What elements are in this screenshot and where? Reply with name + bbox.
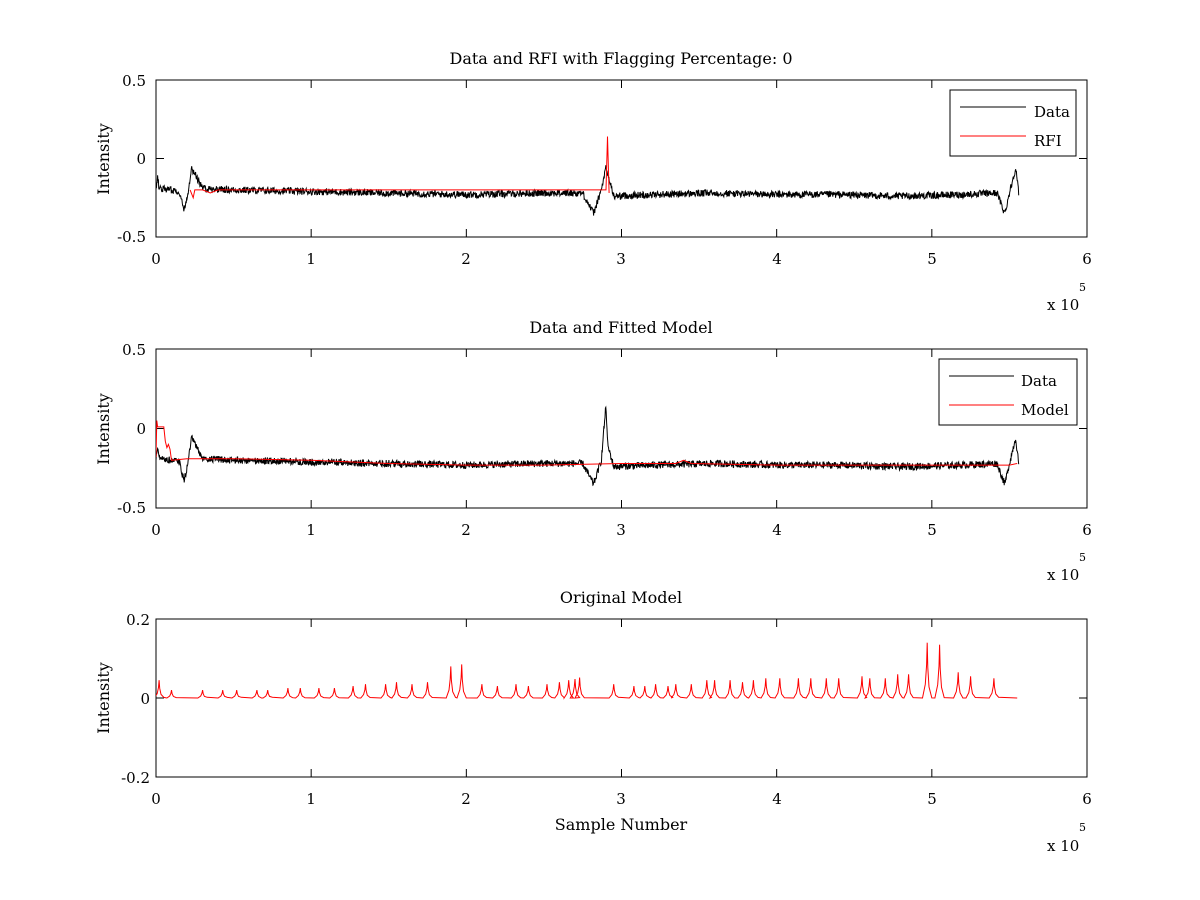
x-tick-label: 1 xyxy=(306,521,316,539)
x-tick-label: 6 xyxy=(1082,250,1092,268)
x-tick-label: 2 xyxy=(461,250,471,268)
x-tick-label: 4 xyxy=(772,250,782,268)
series-data-line xyxy=(156,164,1020,216)
legend-label-model: Model xyxy=(1021,401,1069,419)
x-tick-label: 6 xyxy=(1082,521,1092,539)
panel-data-rfi: Data and RFI with Flagging Percentage: 0… xyxy=(94,49,1092,314)
series-group xyxy=(156,642,1018,700)
axis-ticks xyxy=(155,348,1088,509)
panel-fitted-model: Data and Fitted Model -0.5 0 0.5 0 1 2 3… xyxy=(94,318,1092,584)
x-tick-label: 4 xyxy=(772,521,782,539)
legend-label-data: Data xyxy=(1021,372,1057,390)
x-multiplier-label: x 10 xyxy=(1047,837,1079,855)
x-tick-label: 3 xyxy=(616,790,626,808)
x-multiplier-exponent: 5 xyxy=(1079,821,1086,834)
x-multiplier-label: x 10 xyxy=(1047,296,1079,314)
axis-ticks xyxy=(155,618,1088,778)
x-tick-label: 3 xyxy=(616,250,626,268)
y-tick-label: 0 xyxy=(136,420,146,438)
series-rfi-line xyxy=(189,136,610,200)
y-tick-label: 0 xyxy=(140,690,150,708)
chart-title: Data and RFI with Flagging Percentage: 0 xyxy=(449,49,792,68)
x-multiplier-label: x 10 xyxy=(1047,566,1079,584)
x-tick-label: 3 xyxy=(616,521,626,539)
x-tick-label: 1 xyxy=(306,250,316,268)
y-axis-label: Intensity xyxy=(94,662,113,734)
y-tick-label: -0.2 xyxy=(121,769,150,787)
plot-area xyxy=(155,79,1088,238)
y-tick-label: 0.5 xyxy=(122,72,146,90)
panel-original-model: Original Model -0.2 0 0.2 0 1 2 3 4 5 6 … xyxy=(94,588,1092,855)
axis-ticks xyxy=(155,79,1088,238)
x-tick-label: 0 xyxy=(151,521,161,539)
x-tick-label: 1 xyxy=(306,790,316,808)
series-model-line xyxy=(156,642,1018,700)
x-tick-label: 2 xyxy=(461,521,471,539)
legend-label-data: Data xyxy=(1034,103,1070,121)
series-model-line xyxy=(156,420,1018,466)
plot-area xyxy=(155,348,1088,509)
y-tick-label: 0.2 xyxy=(126,611,150,629)
x-tick-label: 2 xyxy=(461,790,471,808)
y-tick-label: 0 xyxy=(136,150,146,168)
legend: Data Model xyxy=(938,358,1078,426)
y-axis-label: Intensity xyxy=(94,393,113,465)
x-tick-label: 0 xyxy=(151,790,161,808)
y-tick-label: -0.5 xyxy=(117,228,146,246)
x-tick-label: 5 xyxy=(927,250,937,268)
y-axis-label: Intensity xyxy=(94,123,113,195)
x-tick-label: 5 xyxy=(927,521,937,539)
series-group xyxy=(156,136,1020,216)
chart-title: Original Model xyxy=(560,588,682,607)
x-tick-label: 4 xyxy=(772,790,782,808)
legend-box xyxy=(949,89,1077,157)
x-multiplier-exponent: 5 xyxy=(1079,281,1086,294)
x-tick-label: 5 xyxy=(927,790,937,808)
series-data-line xyxy=(156,405,1020,487)
x-multiplier-exponent: 5 xyxy=(1079,551,1086,564)
legend-box xyxy=(938,358,1078,426)
x-tick-label: 6 xyxy=(1082,790,1092,808)
y-tick-label: 0.5 xyxy=(122,341,146,359)
legend: Data RFI xyxy=(949,89,1077,157)
x-axis-label: Sample Number xyxy=(555,815,688,834)
series-group xyxy=(156,405,1020,487)
chart-title: Data and Fitted Model xyxy=(529,318,712,337)
legend-label-rfi: RFI xyxy=(1034,132,1062,150)
y-tick-label: -0.5 xyxy=(117,499,146,517)
x-tick-label: 0 xyxy=(151,250,161,268)
